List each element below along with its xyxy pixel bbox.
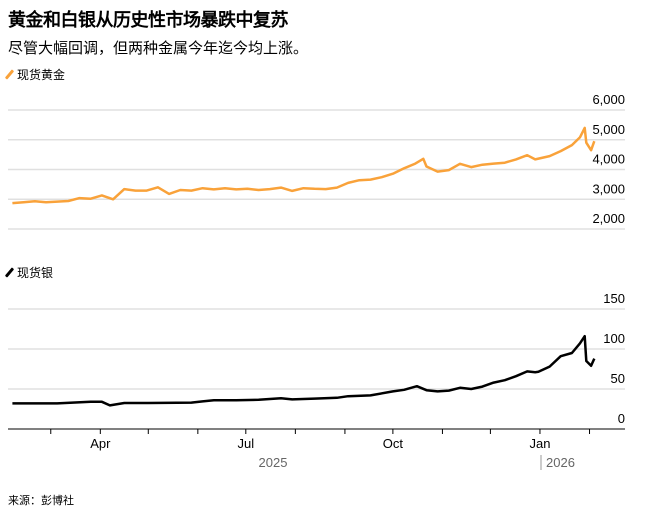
legend-gold: 现货黄金 (4, 66, 66, 83)
y-tick-label: 100 (603, 331, 625, 346)
x-tick-label: Apr (90, 436, 111, 451)
y-tick-label: 2,000 (592, 211, 625, 226)
x-tick-label: Oct (383, 436, 404, 451)
y-tick-label: 6,000 (592, 92, 625, 107)
y-tick-label: 3,000 (592, 181, 625, 196)
year-label: 2026 (546, 455, 575, 470)
chart-title: 黄金和白银从历史性市场暴跌中复苏 (8, 10, 289, 31)
legend-gold-label: 现货黄金 (17, 68, 66, 82)
legend-silver-label: 现货银 (17, 266, 54, 280)
y-tick-label: 4,000 (592, 152, 625, 167)
year-label: 2025 (259, 455, 288, 470)
x-tick-label: Jan (529, 436, 550, 451)
source-note: 来源：彭博社 (8, 494, 74, 507)
y-tick-label: 0 (618, 411, 625, 426)
legend-silver: 现货银 (4, 264, 54, 281)
gold-price-line (12, 126, 596, 205)
silver-price-line (12, 334, 596, 407)
y-tick-label: 50 (611, 371, 625, 386)
x-tick-label: Jul (237, 436, 254, 451)
y-tick-label: 5,000 (592, 122, 625, 137)
y-tick-label: 150 (603, 291, 625, 306)
chart-subtitle: 尽管大幅回调，但两种金属今年迄今均上涨。 (8, 39, 309, 57)
